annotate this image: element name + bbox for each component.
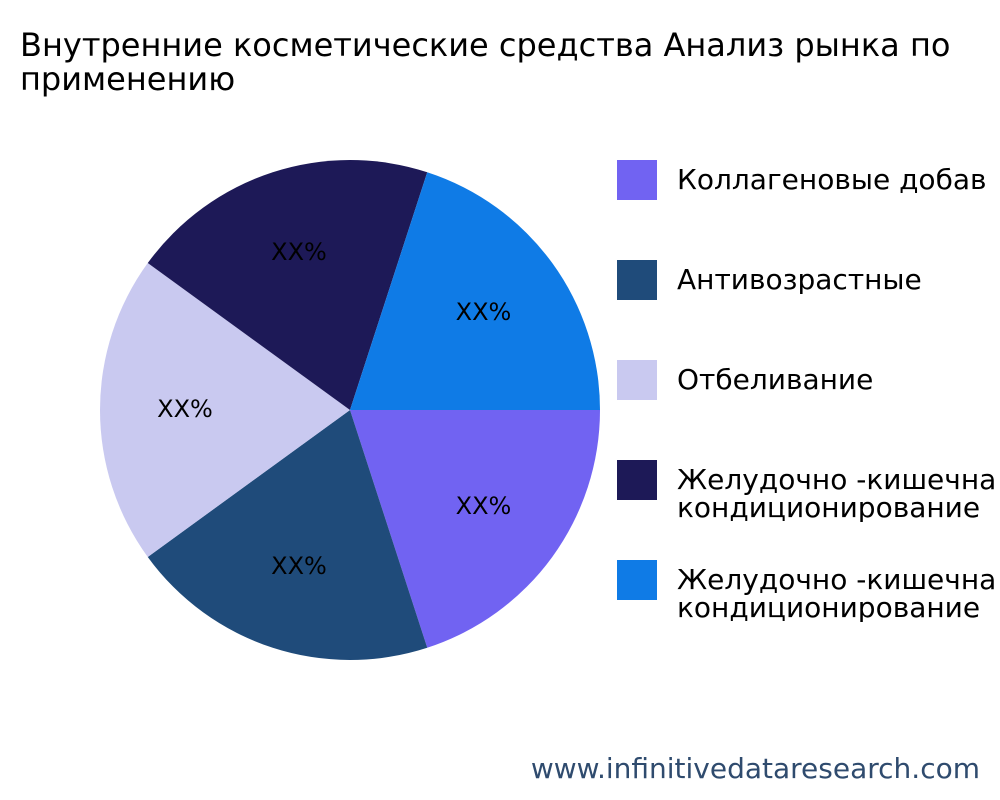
- legend-swatch: [617, 160, 657, 200]
- pie-slice: [147, 410, 428, 660]
- legend-label: Коллагеновые добав: [677, 166, 987, 194]
- pie-slice: [100, 263, 350, 557]
- pie-slice: [350, 410, 600, 648]
- source: www.infinitivedataresearch.com: [530, 752, 980, 785]
- slice-label: XX%: [456, 492, 512, 520]
- legend-swatch: [617, 460, 657, 500]
- slice-label: XX%: [157, 395, 213, 423]
- slice-label: XX%: [456, 298, 512, 326]
- legend-label: Желудочно -кишечна кондиционирование: [677, 466, 997, 522]
- slice-label: XX%: [271, 238, 327, 266]
- legend-label: Антивозрастные: [677, 266, 922, 294]
- legend-label: Желудочно -кишечна кондиционирование: [677, 566, 997, 622]
- pie-slice: [350, 172, 600, 410]
- legend-swatch: [617, 560, 657, 600]
- legend-label: Отбеливание: [677, 366, 874, 394]
- slice-label: XX%: [271, 552, 327, 580]
- pie-slice: [147, 160, 428, 410]
- legend-swatch: [617, 360, 657, 400]
- legend-swatch: [617, 260, 657, 300]
- chart-title: Внутренние косметические средства Анализ…: [20, 26, 951, 98]
